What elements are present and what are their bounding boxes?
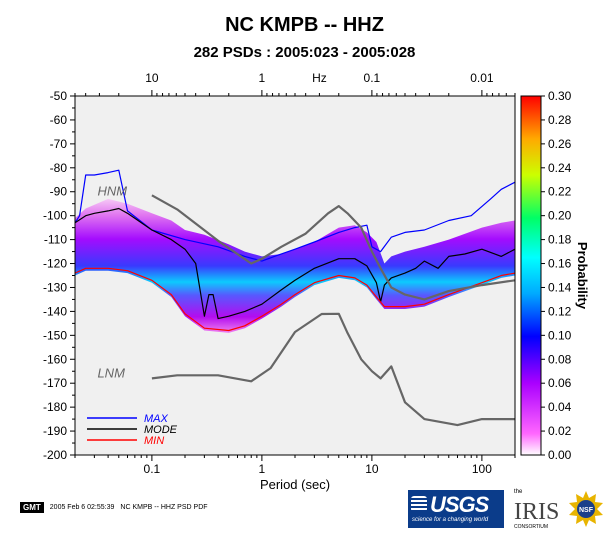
- series-line-hnm: [151, 194, 515, 301]
- usgs-tagline: science for a changing world: [412, 517, 489, 523]
- usgs-wave-icon: [411, 496, 427, 512]
- y-tick-label: -80: [50, 161, 68, 175]
- x-tick-label: 10: [365, 462, 379, 476]
- usgs-logo: USGS science for a changing world: [408, 490, 504, 528]
- colorbar-tick-label: 0.14: [548, 280, 572, 294]
- iris-consortium: CONSORTIUM: [514, 524, 549, 530]
- colorbar-tick-label: 0.04: [548, 400, 572, 414]
- colorbar-tick-label: 0.10: [548, 328, 572, 342]
- svg-text:NSF: NSF: [579, 507, 594, 514]
- iris-the: the: [514, 489, 523, 495]
- colorbar-tick-label: 0.02: [548, 424, 572, 438]
- series-line-min: [75, 267, 515, 332]
- footer-caption: NC KMPB -- HHZ PSD PDF: [120, 504, 208, 511]
- y-tick-label: -180: [43, 400, 67, 414]
- y-tick-label: -100: [43, 209, 67, 223]
- y-tick-label: -190: [43, 424, 67, 438]
- y-tick-label: -70: [50, 137, 68, 151]
- chart-title: NC KMPB -- HHZ: [225, 14, 384, 36]
- colorbar-tick-label: 0.08: [548, 352, 572, 366]
- y-tick-label: -130: [43, 280, 67, 294]
- legend-label-min: MIN: [144, 435, 164, 447]
- x2-tick-label: 1: [259, 71, 266, 85]
- x-tick-label: 100: [472, 462, 492, 476]
- colorbar-label: Probability: [575, 242, 590, 310]
- iris-logo: the IRIS CONSORTIUM: [512, 488, 560, 532]
- probability-density-band: [75, 198, 515, 333]
- x-tick-label: 1: [259, 462, 266, 476]
- logo-strip: USGS science for a changing world the IR…: [408, 486, 604, 532]
- colorbar-tick-label: 0.18: [548, 233, 572, 247]
- x2-tick-label: 0.1: [364, 71, 381, 85]
- series-line-lnm: [151, 312, 515, 427]
- y-tick-label: -110: [44, 233, 67, 247]
- colorbar-tick-label: 0.16: [548, 257, 572, 271]
- y-tick-label: -120: [43, 257, 67, 271]
- y-tick-label: -200: [43, 448, 67, 462]
- colorbar-tick-label: 0.00: [548, 448, 572, 462]
- y-tick-label: -170: [43, 376, 67, 390]
- colorbar-tick-label: 0.06: [548, 376, 572, 390]
- series-line-mode: [75, 207, 515, 320]
- legend-label-max: MAX: [144, 413, 169, 425]
- chart-subtitle: 282 PSDs : 2005:023 - 2005:028: [193, 44, 416, 61]
- x-tick-label: 0.1: [144, 462, 161, 476]
- annotation-hnm: HNM: [97, 184, 127, 199]
- x2-tick-label: 0.01: [470, 71, 494, 85]
- colorbar-tick-label: 0.12: [548, 304, 572, 318]
- nsf-logo: NSF: [569, 491, 603, 527]
- footer-timestamp: 2005 Feb 6 02:55:39: [49, 504, 115, 511]
- iris-wordmark: IRIS: [514, 499, 560, 525]
- footer: GMT 2005 Feb 6 02:55:39 NC KMPB -- HHZ P…: [20, 502, 208, 513]
- usgs-wordmark: USGS: [430, 492, 489, 517]
- colorbar: [520, 95, 542, 456]
- colorbar-tick-label: 0.28: [548, 113, 572, 127]
- annotation-lnm: LNM: [97, 366, 125, 381]
- x2-tick-label: 10: [145, 71, 159, 85]
- y-tick-label: -50: [50, 89, 68, 103]
- y-tick-label: -160: [43, 352, 67, 366]
- colorbar-tick-label: 0.22: [548, 185, 572, 199]
- gmt-badge: GMT: [20, 502, 44, 513]
- series-line-max: [75, 169, 515, 262]
- y-tick-label: -60: [50, 113, 68, 127]
- y-tick-label: -150: [43, 328, 67, 342]
- colorbar-tick-label: 0.26: [548, 137, 572, 151]
- colorbar-tick-label: 0.24: [548, 161, 572, 175]
- y-tick-label: -90: [50, 185, 68, 199]
- y-tick-label: -140: [43, 304, 67, 318]
- colorbar-tick-label: 0.20: [548, 209, 572, 223]
- x-axis-label: Period (sec): [260, 477, 330, 492]
- colorbar-tick-label: 0.30: [548, 89, 572, 103]
- x2-axis-label: Hz: [312, 71, 327, 85]
- legend-label-mode: MODE: [144, 424, 178, 436]
